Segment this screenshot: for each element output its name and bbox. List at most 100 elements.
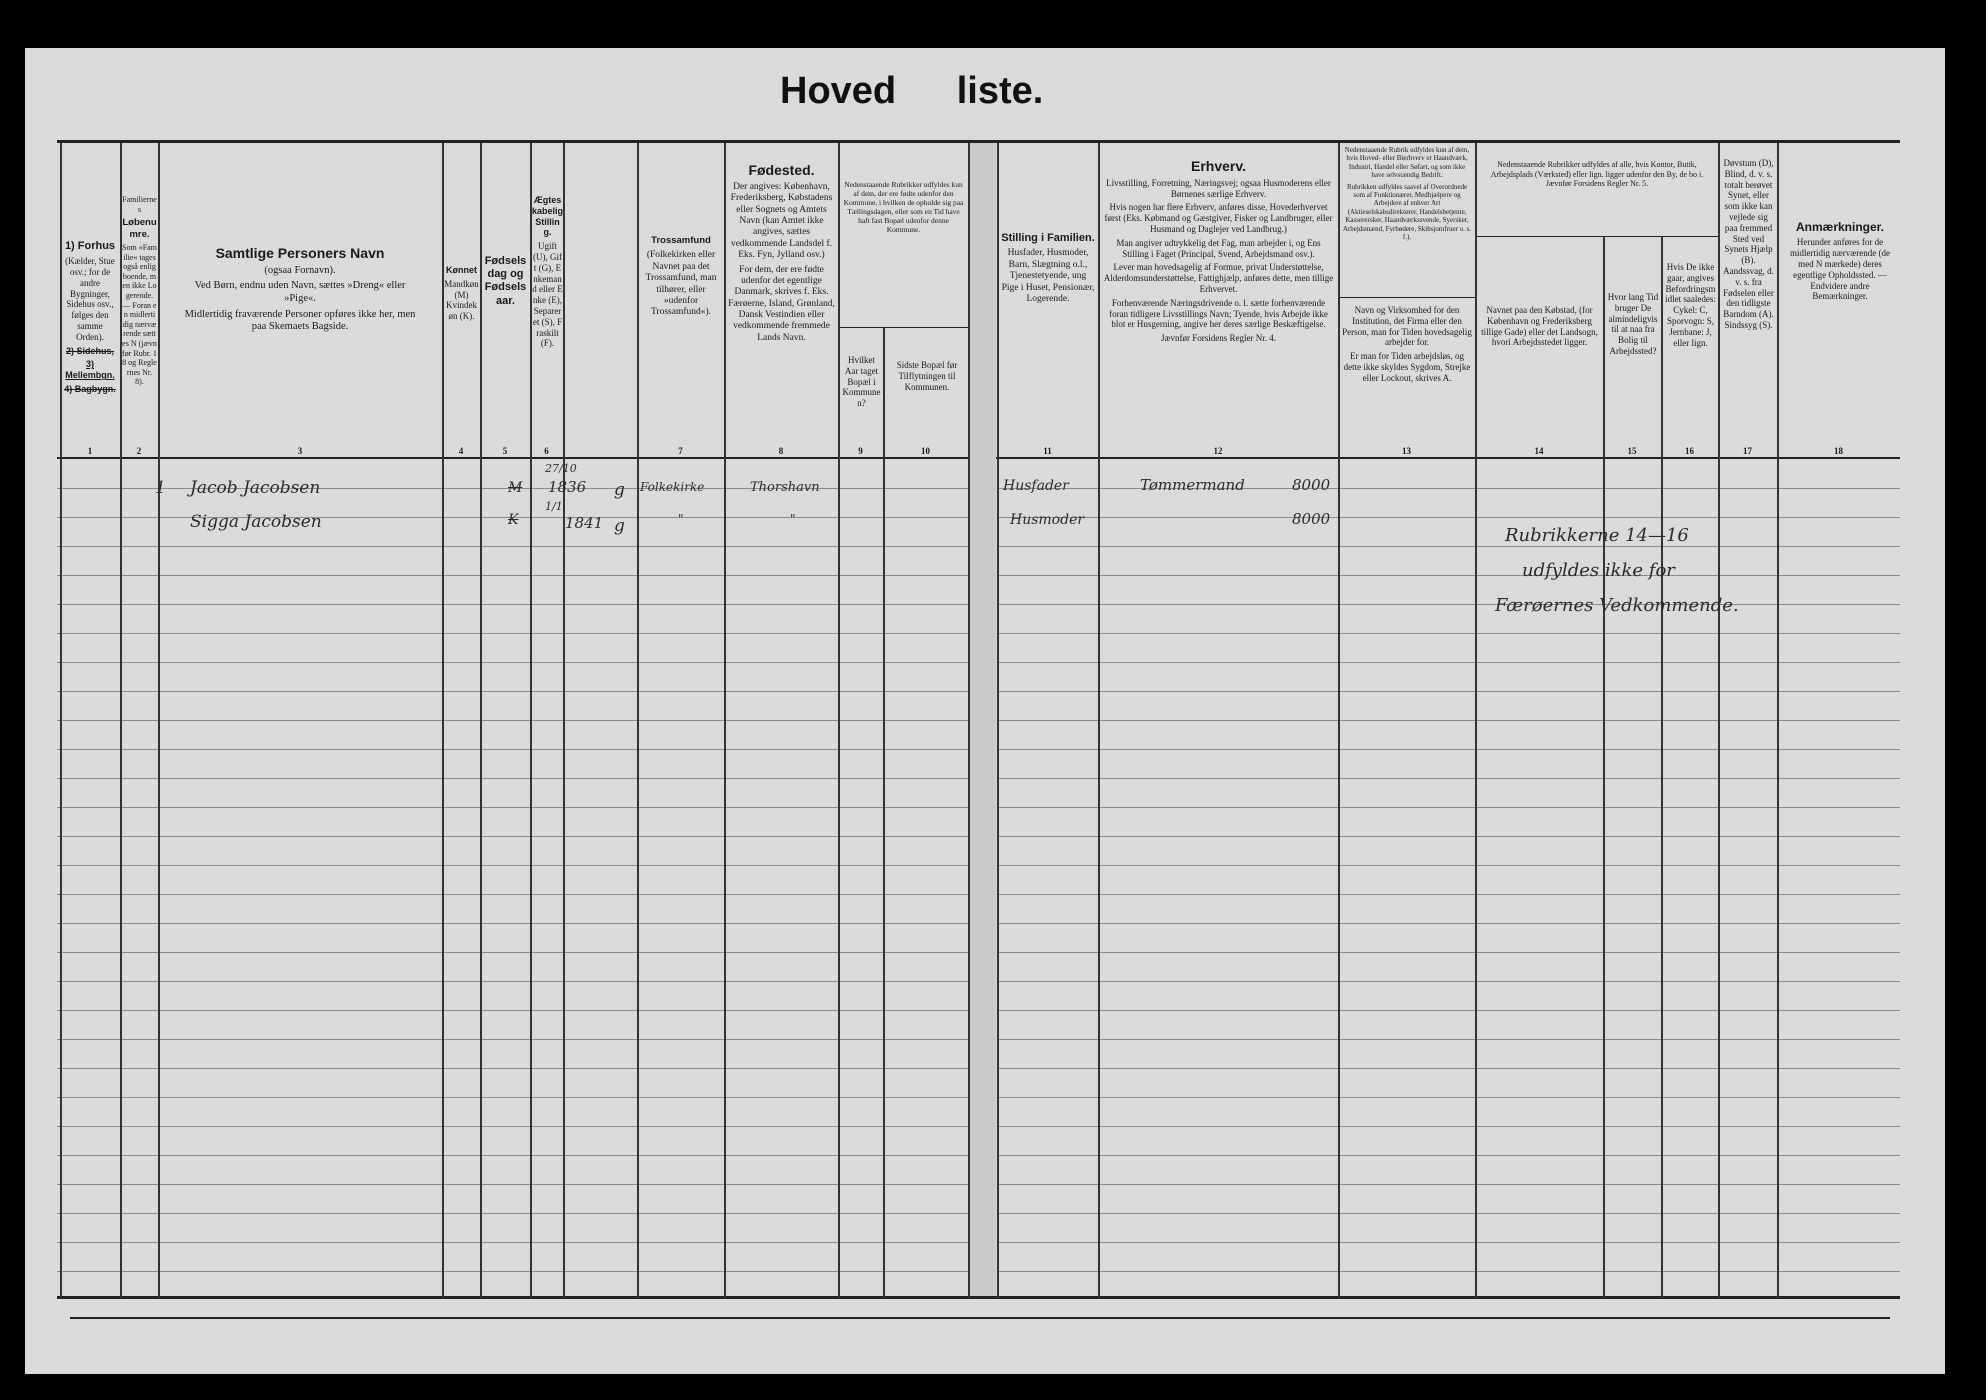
row-rule <box>57 517 970 518</box>
row-rule <box>57 575 970 576</box>
header-col-15: Hvor lang Tid bruger De almindeligvis ti… <box>1606 292 1660 357</box>
column-number-c10: 10 <box>921 446 930 456</box>
column-number-c12: 12 <box>1213 446 1223 456</box>
c13-body: Navn og Virksomhed for den Institution, … <box>1342 305 1472 348</box>
column-rule <box>1718 143 1720 1298</box>
column-rule <box>1098 143 1100 1298</box>
header-col-16: Hvis De ikke gaar, angives Befordringsmi… <box>1664 262 1717 348</box>
column-rule <box>968 143 970 1298</box>
c11-heading: Stilling i Familien. <box>1001 232 1095 244</box>
c13-top1: Nedenstaaende Rubrik udfyldes kun af dem… <box>1344 146 1470 180</box>
header-col-13-top: Nedenstaaende Rubrik udfyldes kun af dem… <box>1339 146 1475 241</box>
column-number-c11: 11 <box>1043 446 1052 456</box>
row-rule <box>997 1155 1900 1156</box>
c2-body: Som »Familie« tages også enlig boende, m… <box>122 242 157 387</box>
row-rule <box>997 1068 1900 1069</box>
entry-2-code: 8000 <box>1292 510 1331 528</box>
entry-2-marital: g <box>614 516 625 536</box>
entry-1-marital: g <box>614 480 625 500</box>
c13-top2: Rubrikken udfyldes saavel af Overordnede… <box>1342 182 1472 241</box>
c3-p1: (ogsaa Fornavn). <box>264 264 336 276</box>
row-rule <box>997 720 1900 721</box>
header-col-17: Døvstum (D), Blind, d. v. s. totalt berø… <box>1721 158 1776 331</box>
header-col-9: Hvilket Aar taget Bopæl i Kommunen? <box>840 355 883 409</box>
column-number-c13: 13 <box>1402 446 1411 456</box>
row-rule <box>57 1184 970 1185</box>
c3-heading: Samtlige Personers Navn <box>215 245 385 261</box>
row-rule <box>997 1184 1900 1185</box>
row-rule <box>997 1126 1900 1127</box>
c3-p2: Ved Børn, endnu uden Navn, sættes »Dreng… <box>194 280 406 304</box>
entry-2-sex: K <box>508 512 519 528</box>
row-rule <box>997 691 1900 692</box>
header-col-18: Anmærkninger. Herunder anføres for de mi… <box>1780 220 1900 302</box>
row-rule <box>997 1213 1900 1214</box>
entry-2-religion: " <box>678 512 684 526</box>
entry-2-family-position: Husmoder <box>1010 512 1085 528</box>
row-rule <box>997 1039 1900 1040</box>
c12-p2: Hvis nogen har flere Erhverv, anføres di… <box>1104 202 1333 234</box>
page-bottom-rule <box>70 1317 1890 1319</box>
column-number-c16: 16 <box>1685 446 1694 456</box>
c1-body: (Kælder, Stue osv.; for de andre Bygning… <box>65 256 115 342</box>
c9-body: Hvilket Aar taget Bopæl i Kommunen? <box>842 355 881 409</box>
c7-body: (Folkekirken eller Navnet paa det Trossa… <box>645 250 717 318</box>
title-word-1: Hoved <box>780 70 897 112</box>
row-rule <box>57 488 970 489</box>
row-rule <box>997 633 1900 634</box>
c18-body: Herunder anføres for de midlertidig nærv… <box>1790 237 1890 302</box>
c14-body: Navnet paa den Købstad, (for København o… <box>1481 305 1598 348</box>
c12-p4: Lever man hovedsagelig af Formue, privat… <box>1103 262 1334 294</box>
header-col-12: Erhverv. Livsstilling, Forretning, Nærin… <box>1100 158 1337 344</box>
c11-body: Husfader, Husmoder, Barn, Slægtning o.l.… <box>1001 248 1095 304</box>
row-rule <box>57 1242 970 1243</box>
c2-heading: Løbenumre. <box>122 217 157 240</box>
c1-sub1: 2) Sidehus, <box>65 345 114 356</box>
row-rule <box>997 1242 1900 1243</box>
table-top-rule <box>57 140 1900 143</box>
row-rule <box>997 981 1900 982</box>
annotation-line-1: Rubrikkerne 14—16 <box>1505 525 1689 546</box>
row-rule <box>997 952 1900 953</box>
c10-body: Sidste Bopæl før Tilflytningen til Kommu… <box>896 360 958 392</box>
row-rule <box>997 778 1900 779</box>
entry-1-code: 8000 <box>1292 476 1331 494</box>
header-col-13: Navn og Virksomhed for den Institution, … <box>1339 305 1475 384</box>
row-rule <box>57 1271 970 1272</box>
column-rule <box>883 328 885 1298</box>
row-rule <box>57 981 970 982</box>
row-rule <box>57 604 970 605</box>
row-rule <box>57 778 970 779</box>
c16-body: Hvis De ikke gaar, angives Befordringsmi… <box>1665 262 1716 348</box>
column-rule <box>838 143 840 1298</box>
column-number-c2: 2 <box>136 446 142 456</box>
c9-10-split <box>838 327 968 328</box>
row-rule <box>997 575 1900 576</box>
row-rule <box>57 1068 970 1069</box>
column-number-c3: 3 <box>297 446 303 456</box>
annotation-line-2: udfyldes ikke for <box>1522 560 1675 581</box>
column-rule <box>1661 236 1663 1298</box>
header-col-10: Sidste Bopæl før Tilflytningen til Kommu… <box>886 360 968 392</box>
header-col-8: Fødested. Der angives: København, Freder… <box>725 162 838 344</box>
header-col-6: Ægteskabelig Stilling. Ugift (U), Gift (… <box>532 195 563 349</box>
column-number-c6: 6 <box>544 446 549 456</box>
row-rule <box>57 1126 970 1127</box>
binding-gap <box>970 143 996 1296</box>
column-rule <box>563 143 565 1298</box>
entry-2-name: Sigga Jacobsen <box>190 512 322 532</box>
c14-16-body: Nedenstaaende Rubrikker udfyldes af alle… <box>1490 160 1704 189</box>
row-rule <box>57 1039 970 1040</box>
row-rule <box>997 488 1900 489</box>
c1-heading: 1) Forhus <box>64 240 116 252</box>
c6-heading: Ægteskabelig Stilling. <box>532 195 564 238</box>
entry-1-birth-year: 1836 <box>548 478 587 496</box>
c12-p5: Forhenværende Næringsdrivende o. l. sætt… <box>1109 297 1328 330</box>
row-rule <box>57 749 970 750</box>
row-rule <box>57 807 970 808</box>
column-number-c9: 9 <box>858 446 863 456</box>
row-rule <box>997 749 1900 750</box>
c4-body: Mandkøn (M) Kvindekøn (K). <box>444 278 479 322</box>
column-rule <box>1338 143 1340 1298</box>
column-number-c4: 4 <box>458 446 464 456</box>
